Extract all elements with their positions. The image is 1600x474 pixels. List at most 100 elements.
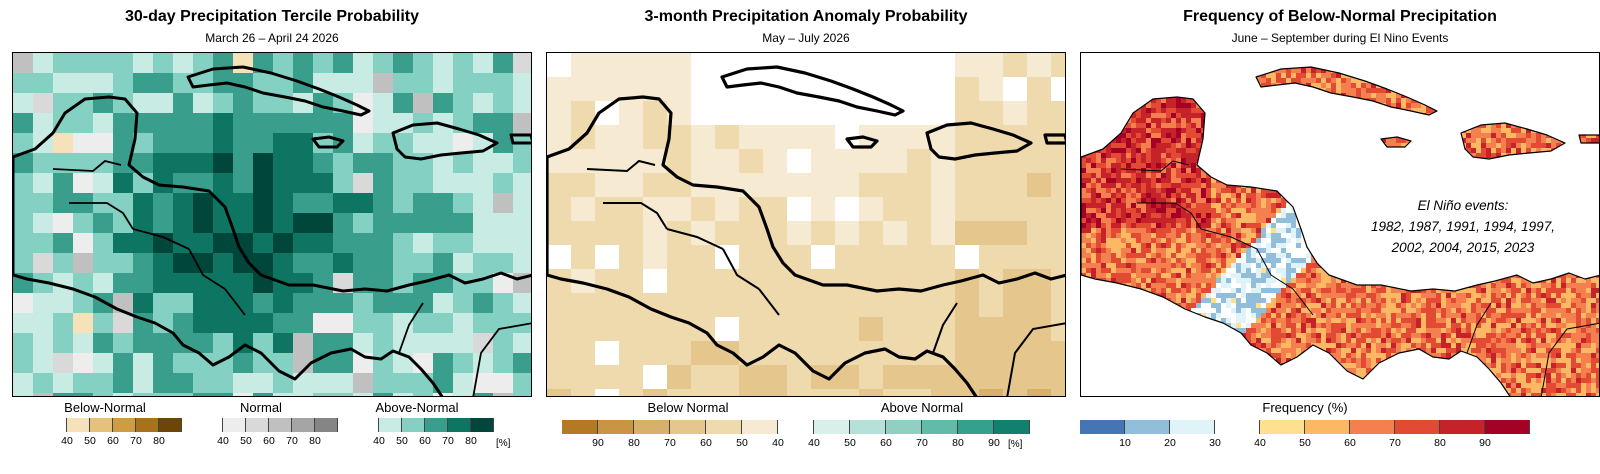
legend-tick-label: 80 <box>952 437 964 449</box>
legend-swatch <box>136 418 159 432</box>
legend-swatch <box>356 418 379 432</box>
panel-subtitle: March 26 – April 24 2026 <box>205 31 339 45</box>
legend-swatch <box>315 418 338 432</box>
map-frequency-canvas <box>1081 66 1599 396</box>
legend-colorbar <box>1080 420 1530 434</box>
legend-tick-label: 50 <box>84 435 96 447</box>
panel-tercile: 30-day Precipitation Tercile Probability… <box>12 0 532 474</box>
legend-tick-label: 50 <box>1299 437 1311 449</box>
legend-swatch <box>1125 420 1170 434</box>
country-borders <box>52 160 531 396</box>
legend-tick-label: 40 <box>373 435 385 447</box>
coastline-outline <box>1081 66 1599 396</box>
legend-swatch <box>1350 420 1395 434</box>
legend-swatch <box>1485 420 1530 434</box>
map-tercile-canvas <box>13 53 531 396</box>
legend-swatch <box>402 418 425 432</box>
legend-swatch <box>562 420 598 434</box>
legend-tick-label: 70 <box>1389 437 1401 449</box>
legend-colorbar <box>356 418 494 432</box>
legend-group-label: Normal <box>240 400 282 415</box>
legend-swatch <box>634 420 670 434</box>
legend-swatch <box>223 418 246 432</box>
legend-group-label: Below-Normal <box>64 400 146 415</box>
map-tercile <box>12 52 532 397</box>
el-nino-annotation: El Niño events: 1982, 1987, 1991, 1994, … <box>1343 195 1583 258</box>
legend-swatch <box>994 420 1030 434</box>
legend-tick-label: 80 <box>309 435 321 447</box>
panel-frequency: Frequency of Below-Normal Precipitation … <box>1080 0 1600 474</box>
legend-tick-label: 20 <box>1164 437 1176 449</box>
legend-tick-label: 60 <box>419 435 431 447</box>
legend-colorbar <box>562 420 1030 434</box>
probability-grid <box>13 53 531 396</box>
legend-tick-label: 90 <box>1479 437 1491 449</box>
legend-tick-label: 70 <box>916 437 928 449</box>
legend-tick-label: 50 <box>396 435 408 447</box>
legend-label: Frequency (%) <box>1262 400 1348 415</box>
legend-swatch <box>850 420 886 434</box>
legend-tick-label: 80 <box>465 435 477 447</box>
legend-tick-label: 90 <box>592 437 604 449</box>
coastline-outline <box>13 65 531 396</box>
country-borders <box>1120 160 1599 396</box>
panel-subtitle: May – July 2026 <box>762 31 850 45</box>
legend-swatch <box>471 418 494 432</box>
coastline-outline <box>547 65 1065 396</box>
legend-swatch <box>886 420 922 434</box>
map-anomaly-canvas <box>547 53 1065 396</box>
legend-label-below: Below Normal <box>647 400 729 415</box>
panel-title: 30-day Precipitation Tercile Probability <box>124 8 419 25</box>
legend-swatch <box>269 418 292 432</box>
legend-swatch <box>1395 420 1440 434</box>
legend-swatch <box>67 418 90 432</box>
legend-tick-label: 70 <box>286 435 298 447</box>
legend-tick-label: 40 <box>808 437 820 449</box>
legend-swatch <box>90 418 113 432</box>
legend-tick-label: 80 <box>153 435 165 447</box>
legend-swatch <box>598 420 634 434</box>
legend-tick-label: 60 <box>107 435 119 447</box>
legend-label-above: Above Normal <box>880 400 964 415</box>
panel-anomaly: 3-month Precipitation Anomaly Probabilit… <box>546 0 1066 474</box>
map-anomaly <box>546 52 1066 397</box>
legend-swatch <box>1440 420 1485 434</box>
legend-tick-label: 50 <box>844 437 856 449</box>
legend-swatch <box>44 418 67 432</box>
annotation-heading: El Niño events: <box>1417 198 1509 213</box>
legend-tick-label: 10 <box>1119 437 1131 449</box>
legend-swatch <box>1305 420 1350 434</box>
panel-title: Frequency of Below-Normal Precipitation <box>1183 8 1497 25</box>
legend-tick-label: 60 <box>700 437 712 449</box>
legend-swatch <box>1080 420 1125 434</box>
legend-tick-label: 80 <box>628 437 640 449</box>
legend-tick-label: 60 <box>1344 437 1356 449</box>
legend-anomaly: Below Normal Above Normal 90 80 70 60 50 40 40 50… <box>546 400 1066 470</box>
legend-swatch <box>742 420 778 434</box>
legend-swatch <box>1260 420 1305 434</box>
panel-title: 3-month Precipitation Anomaly Probabilit… <box>644 8 968 25</box>
legend-swatch <box>922 420 958 434</box>
legend-unit: [%] <box>1008 439 1023 450</box>
annotation-line: 2002, 2004, 2015, 2023 <box>1391 240 1535 255</box>
legend-swatch <box>814 420 850 434</box>
legend-swatch <box>113 418 136 432</box>
legend-tick-label: 50 <box>240 435 252 447</box>
legend-tick-label: 40 <box>772 437 784 449</box>
legend-tick-label: 40 <box>217 435 229 447</box>
legend-tick-label: 70 <box>664 437 676 449</box>
legend-swatch <box>670 420 706 434</box>
legend-colorbar <box>44 418 182 432</box>
legend-tick-label: 80 <box>1434 437 1446 449</box>
legend-tick-label: 40 <box>61 435 73 447</box>
legend-swatch <box>246 418 269 432</box>
legend-unit: [%] <box>496 438 511 449</box>
legend-swatch <box>706 420 742 434</box>
legend-tick-label: 60 <box>263 435 275 447</box>
legend-tick-label: 70 <box>442 435 454 447</box>
country-borders <box>586 159 1065 396</box>
anomaly-grid <box>547 53 1065 396</box>
legend-tick-label: 50 <box>736 437 748 449</box>
annotation-line: 1982, 1987, 1991, 1994, 1997, <box>1371 219 1555 234</box>
legend-swatch <box>778 420 814 434</box>
